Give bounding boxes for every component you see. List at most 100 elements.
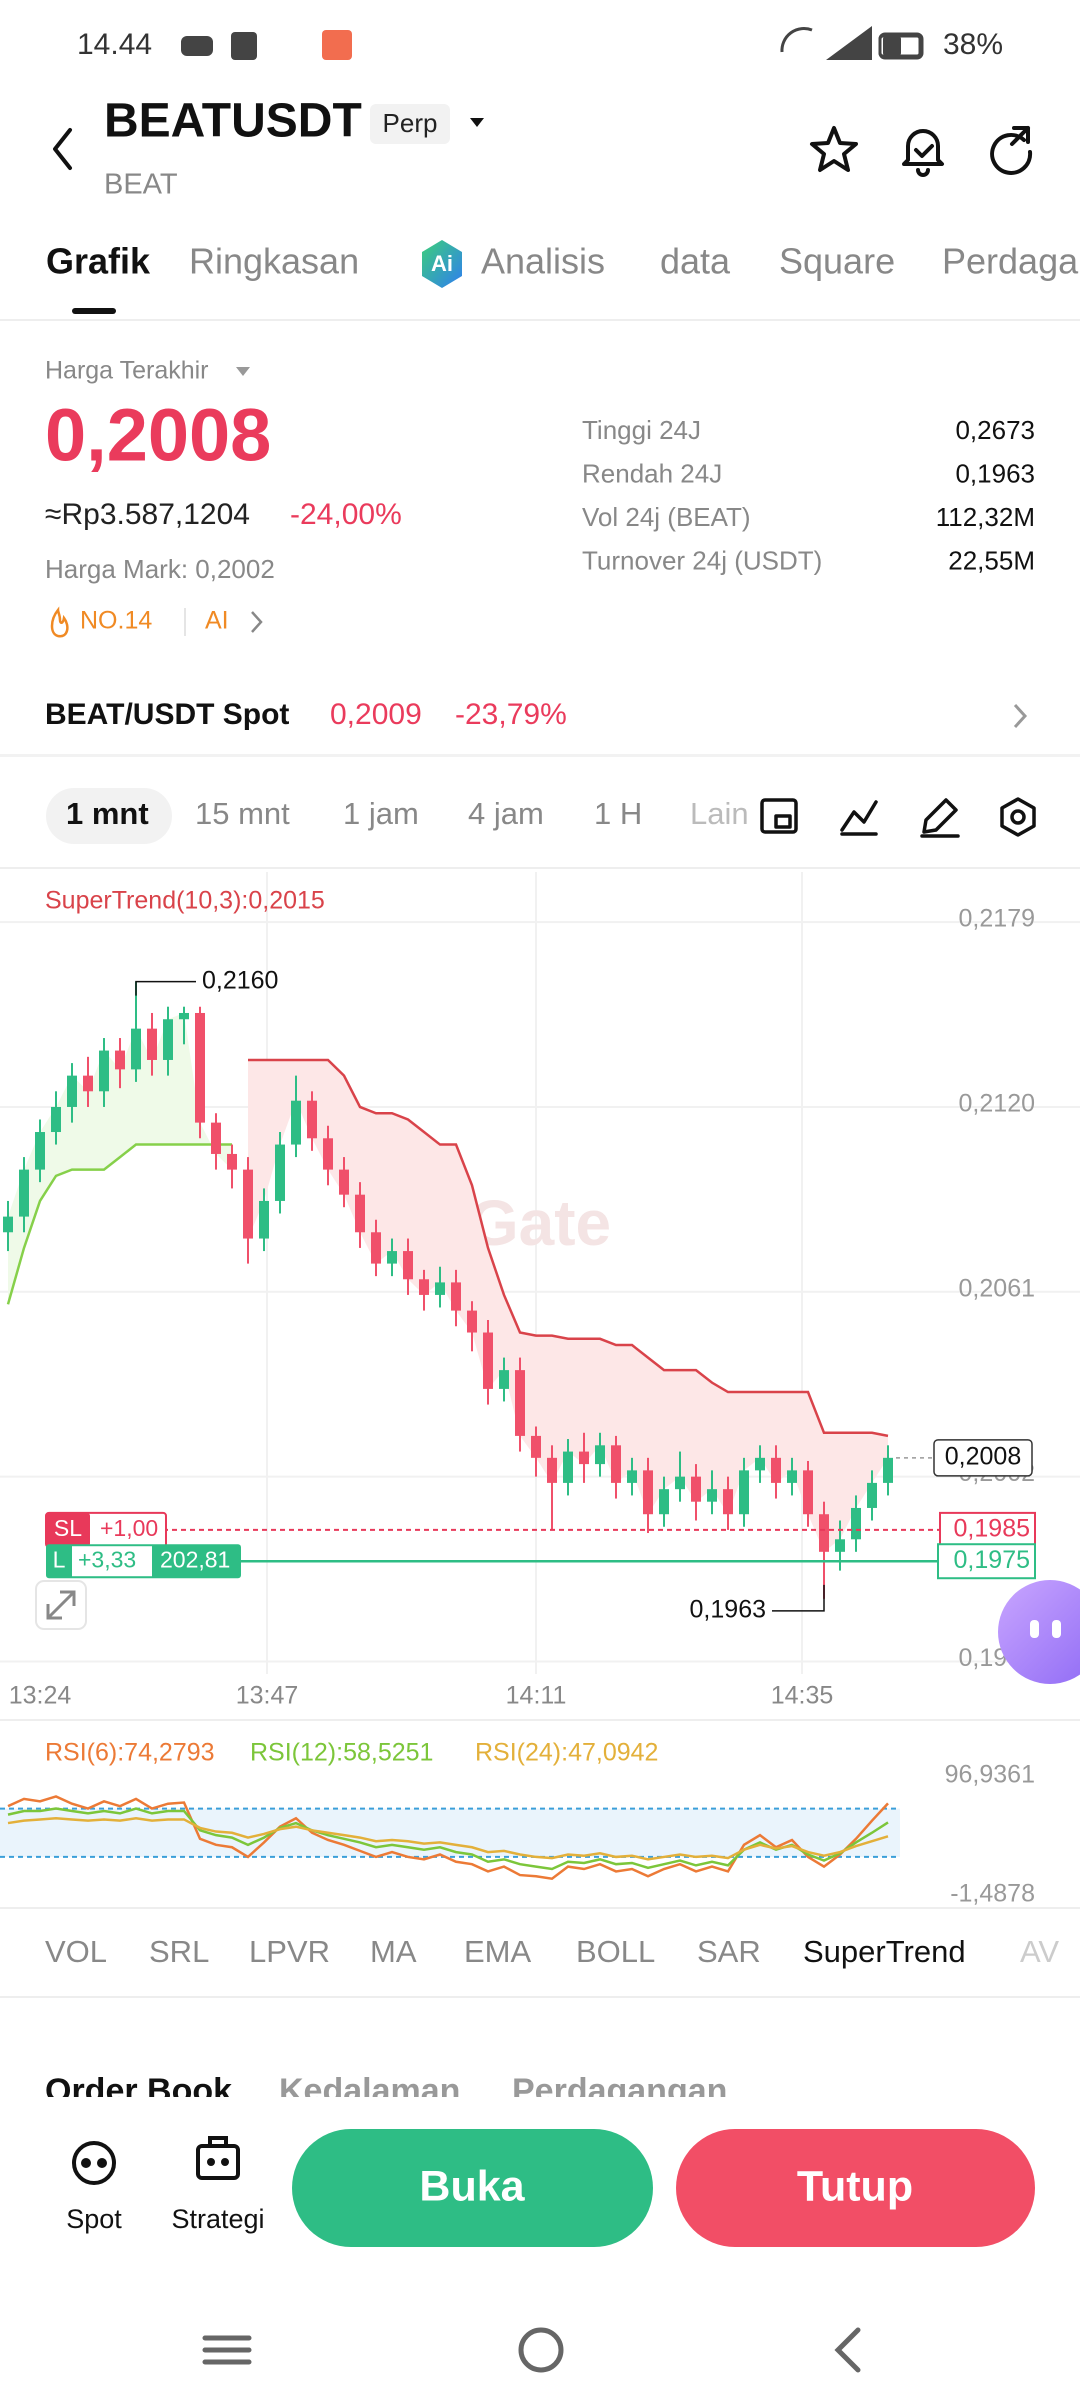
rsi-chart: RSI(6):74,2793 RSI(12):58,5251 RSI(24):47,… xyxy=(0,1739,1035,1908)
assistant-bubble[interactable] xyxy=(998,1580,1080,1684)
candle-body xyxy=(339,1169,349,1195)
tab-underline xyxy=(72,308,116,314)
back-button[interactable] xyxy=(53,128,72,170)
candle-body xyxy=(531,1435,541,1458)
candle-body xyxy=(691,1476,701,1502)
alert-button[interactable] xyxy=(902,129,944,177)
y-tick-label: 0,2120 xyxy=(959,1090,1035,1118)
indicator-tab[interactable]: VOL xyxy=(45,1934,107,1969)
rsi-line xyxy=(7,1795,889,1881)
indicator-tab[interactable]: LPVR xyxy=(249,1934,330,1969)
interval[interactable]: 4 jam xyxy=(468,796,544,831)
candle-body xyxy=(211,1122,221,1154)
interval[interactable]: 1 jam xyxy=(343,796,419,831)
interval-pill xyxy=(46,788,172,844)
tab[interactable]: Ringkasan xyxy=(189,241,359,282)
base-asset: BEAT xyxy=(104,169,178,201)
bottom-icons[interactable] xyxy=(72,2136,240,2185)
interval[interactable]: 1 mnt xyxy=(66,796,149,831)
stat-label: Tinggi 24J xyxy=(582,415,701,445)
price-chart: Gate0,21790,21200,20610,20020,194313:241… xyxy=(0,872,1080,1710)
spot-label[interactable]: Spot xyxy=(66,2204,122,2234)
stat-label: Rendah 24J xyxy=(582,458,722,488)
tab[interactable]: Grafik xyxy=(46,241,151,282)
tab[interactable]: data xyxy=(660,241,731,282)
nav-bar[interactable] xyxy=(202,2327,861,2373)
tab[interactable]: Square xyxy=(779,241,895,282)
candle-body xyxy=(323,1138,333,1170)
open-label[interactable]: Buka xyxy=(419,2162,525,2210)
candle-body xyxy=(163,1019,173,1060)
status-icons xyxy=(181,26,924,60)
expand-button[interactable] xyxy=(35,1580,87,1630)
status-time: 14.44 xyxy=(77,28,152,61)
x-tick-label: 13:24 xyxy=(9,1682,72,1710)
open-button[interactable] xyxy=(292,2129,653,2247)
legend-entry: RSI(6):74,2793 xyxy=(45,1739,215,1767)
interval-fade xyxy=(680,790,760,842)
interval[interactable]: 15 mnt xyxy=(195,796,290,831)
candle-body xyxy=(563,1451,573,1483)
indicator-tab[interactable]: AV xyxy=(1020,1934,1059,1969)
candle-body xyxy=(547,1457,557,1483)
indicator-tab[interactable]: EMA xyxy=(464,1934,532,1969)
y-tick-label: 96,9361 xyxy=(945,1761,1035,1789)
sl-price-box xyxy=(939,1511,1036,1548)
header-icons[interactable] xyxy=(53,118,1033,177)
candle-body xyxy=(355,1194,365,1233)
candle-body xyxy=(499,1370,509,1389)
candle-body xyxy=(883,1457,893,1483)
tab-fade xyxy=(1030,236,1080,296)
close-button[interactable] xyxy=(676,2129,1035,2247)
close-label[interactable]: Tutup xyxy=(797,2162,913,2210)
ai-link[interactable]: AI xyxy=(205,607,229,635)
tab[interactable]: Perdaga xyxy=(942,241,1079,282)
long-pnl: +3,33 xyxy=(78,1546,136,1572)
ai-chevron[interactable] xyxy=(251,611,263,633)
supertrend-line xyxy=(6,1143,232,1305)
candle-body xyxy=(291,1100,301,1145)
status-battery: 38% xyxy=(943,28,1003,61)
candle-body xyxy=(803,1470,813,1515)
spot-pair[interactable]: BEAT/USDT Spot xyxy=(45,698,289,731)
candle-body xyxy=(179,1012,189,1020)
candle-body xyxy=(595,1445,605,1465)
sl-pnl: +1,00 xyxy=(100,1515,158,1541)
sl-tag: SL xyxy=(54,1515,82,1541)
indicator-tab[interactable]: SRL xyxy=(149,1934,209,1969)
candle-body xyxy=(195,1012,205,1123)
favorite-button[interactable] xyxy=(810,126,858,172)
legend-entry: RSI(12):58,5251 xyxy=(250,1739,433,1767)
watermark: Gate xyxy=(469,1187,611,1259)
stat-value: 0,2673 xyxy=(955,415,1035,445)
tab[interactable]: Analisis xyxy=(481,241,605,282)
rank: NO.14 xyxy=(80,607,152,635)
indicator-tab[interactable]: SuperTrend xyxy=(803,1934,966,1969)
spot-chevron[interactable] xyxy=(1013,703,1028,729)
candle-body xyxy=(51,1106,61,1133)
interval[interactable]: Lain xyxy=(690,796,749,831)
share-button[interactable] xyxy=(990,126,1033,175)
interval[interactable]: 1 H xyxy=(594,796,642,831)
candle-body xyxy=(675,1476,685,1490)
candle-body xyxy=(435,1282,445,1295)
candle-body xyxy=(83,1075,93,1092)
candle-body xyxy=(403,1251,413,1280)
candle-body xyxy=(483,1332,493,1389)
supertrend-line xyxy=(248,1058,889,1438)
indicator-tab[interactable]: SAR xyxy=(697,1934,761,1969)
badge: Perp xyxy=(383,108,438,138)
candle-body xyxy=(739,1470,749,1515)
mark-price: Harga Mark: 0,2002 xyxy=(45,554,275,584)
stat-value: 0,1963 xyxy=(955,458,1035,488)
long-tag: L xyxy=(53,1546,66,1572)
strategy-label[interactable]: Strategi xyxy=(171,2204,264,2234)
candle-body xyxy=(723,1489,733,1515)
indicator-tab[interactable]: BOLL xyxy=(576,1934,655,1969)
indicator-tab[interactable]: MA xyxy=(370,1934,417,1969)
flame-icon xyxy=(50,606,69,638)
chart-tools[interactable] xyxy=(760,797,1036,838)
legend-entry: RSI(24):47,0942 xyxy=(475,1739,658,1767)
